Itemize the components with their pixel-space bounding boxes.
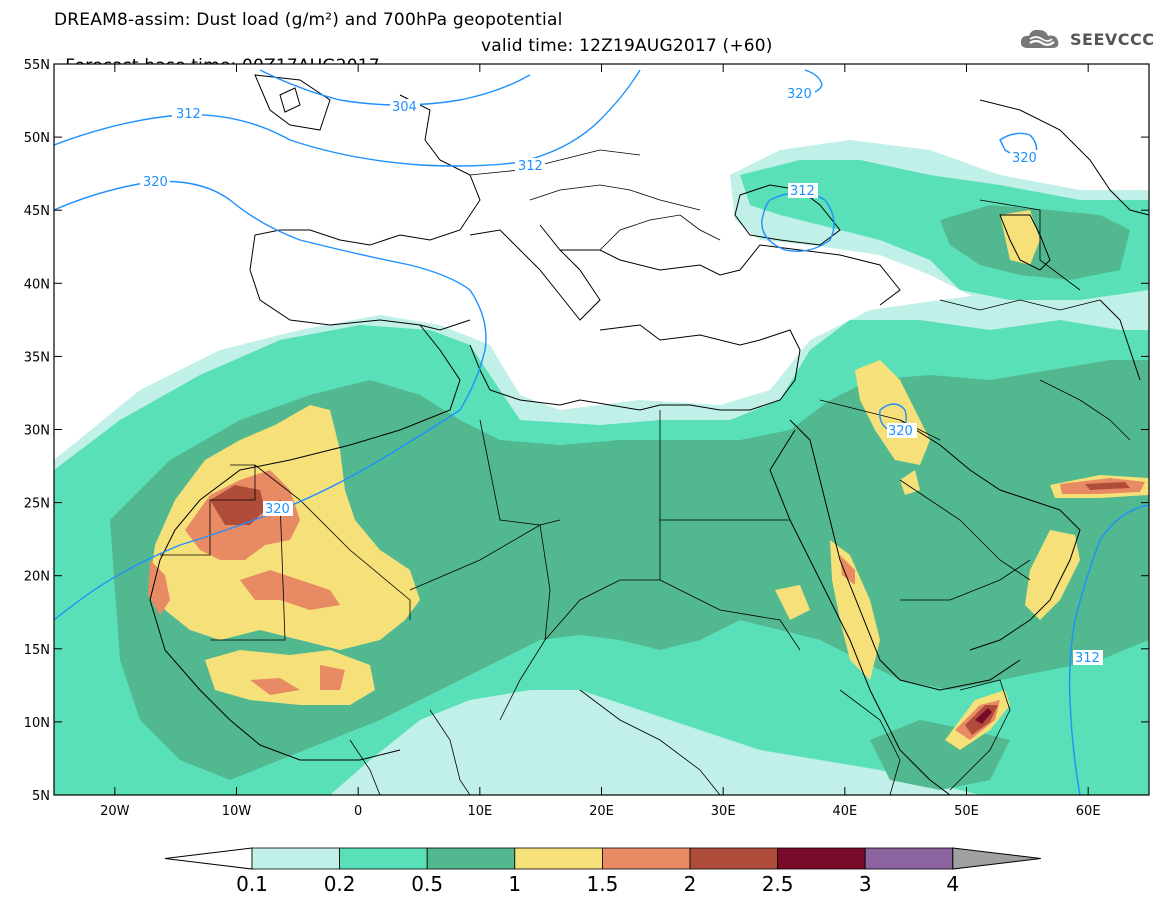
lat-tick-label: 45N: [24, 204, 50, 219]
longitude-axis: 20W 10W 0 10E 20E 30E 40E 50E 60E: [100, 64, 1101, 819]
lon-tick-label: 60E: [1076, 804, 1101, 819]
contour-label: 304: [392, 100, 417, 115]
contour-label: 312: [518, 159, 543, 174]
colorbar-legend: 0.1 0.2 0.5 1 1.5 2 2.5 3 4: [164, 847, 1041, 896]
chart-title: DREAM8-assim: Dust load (g/m²) and 700hP…: [54, 10, 563, 30]
legend-swatch: [251, 847, 340, 870]
lat-tick-label: 35N: [24, 350, 50, 365]
contour-label: 320: [143, 175, 168, 190]
lon-tick-label: 0: [354, 804, 362, 819]
legend-underflow-triangle: [164, 847, 253, 870]
lon-tick-label: 10W: [222, 804, 252, 819]
contour-label: 320: [1012, 151, 1037, 166]
seevccc-logo: SEEVCCC: [1018, 26, 1155, 52]
contour-label: 312: [790, 184, 815, 199]
legend-label: 2.5: [762, 872, 794, 896]
dust-shading-2.5: [975, 708, 992, 724]
legend-swatch: [426, 847, 516, 870]
lat-tick-label: 55N: [24, 58, 50, 73]
country-borders: [160, 149, 1131, 795]
lat-tick-label: 30N: [24, 424, 50, 439]
valid-time: valid time: 12Z19AUG2017 (+60): [481, 36, 773, 56]
lat-tick-label: 40N: [24, 277, 50, 292]
legend-swatch: [339, 847, 428, 870]
legend-swatch: [514, 847, 603, 870]
legend-swatch: [777, 847, 866, 870]
legend-swatch: [602, 847, 691, 870]
contour-label: 320: [787, 87, 812, 102]
contour-labels: 312 304 320 312 320 312 320 320 320 312: [140, 86, 1103, 666]
legend-label: 1: [508, 872, 521, 896]
legend-label: 0.2: [324, 872, 356, 896]
contour-label: 312: [176, 107, 201, 122]
lon-tick-label: 50E: [954, 804, 979, 819]
logo-text: SEEVCCC: [1070, 29, 1155, 49]
legend-label: 3: [859, 872, 872, 896]
contour-label: 320: [888, 424, 913, 439]
lat-tick-label: 10N: [24, 716, 50, 731]
legend-label: 0.1: [236, 872, 268, 896]
lat-tick-label: 15N: [24, 643, 50, 658]
cloud-icon: [1020, 29, 1059, 48]
legend-label: 0.5: [411, 872, 443, 896]
lat-tick-label: 20N: [24, 570, 50, 585]
lon-tick-label: 30E: [711, 804, 736, 819]
lon-tick-label: 40E: [832, 804, 857, 819]
coastlines: [149, 74, 1149, 795]
lon-tick-label: 20E: [589, 804, 614, 819]
lon-tick-label: 10E: [467, 804, 492, 819]
latitude-axis: 55N 50N 45N 40N 35N 30N 25N 20N 15N 10N 5N: [24, 58, 1149, 804]
lat-tick-label: 50N: [24, 131, 50, 146]
lat-tick-label: 5N: [32, 789, 50, 804]
legend-label: 2: [684, 872, 697, 896]
legend-label: 1.5: [586, 872, 618, 896]
contour-label: 320: [265, 502, 290, 517]
legend-swatch: [689, 847, 778, 870]
legend-overflow-triangle: [952, 847, 1041, 870]
legend-label: 4: [946, 872, 959, 896]
legend-swatch: [864, 847, 954, 870]
contour-label: 312: [1075, 651, 1100, 666]
lon-tick-label: 20W: [100, 804, 130, 819]
lat-tick-label: 25N: [24, 497, 50, 512]
